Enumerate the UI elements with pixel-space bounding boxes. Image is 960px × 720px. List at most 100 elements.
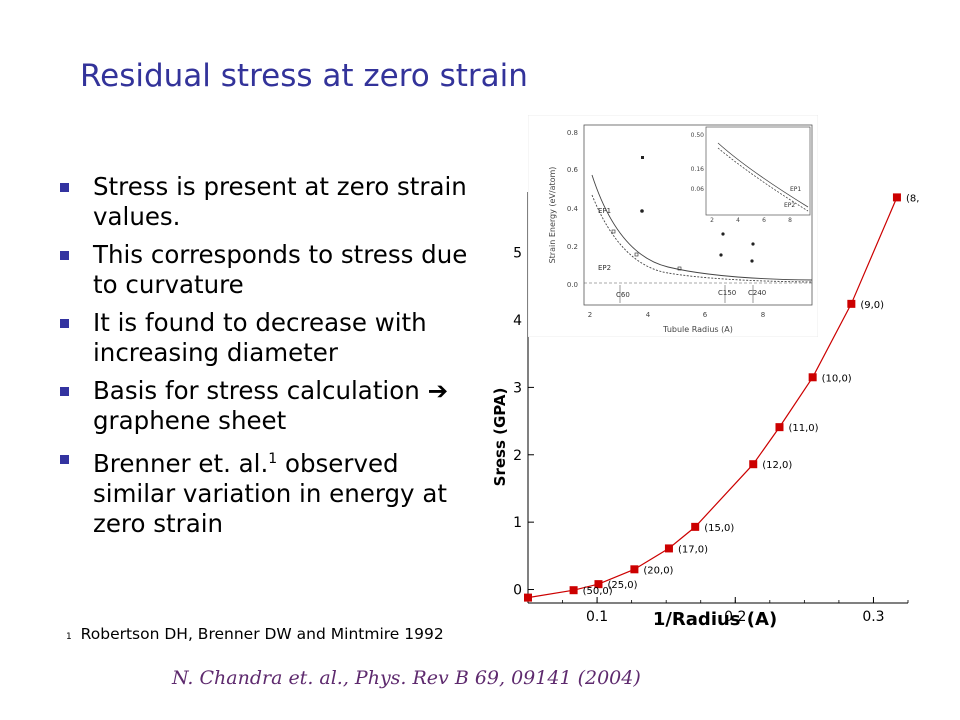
data-point [749, 460, 758, 469]
bullet-square-icon [60, 183, 69, 192]
bullet-square-icon [60, 319, 69, 328]
bullet-square-icon [60, 387, 69, 396]
inset-subplot-xtick: 8 [788, 217, 792, 224]
inset-ytick: 0.0 [567, 281, 578, 289]
inset-point [677, 266, 682, 271]
data-point [664, 544, 673, 553]
point-label: (11,0) [788, 423, 818, 434]
data-point [775, 423, 784, 432]
inset-point [721, 232, 725, 236]
inset-point [719, 253, 723, 257]
inset-xtick: 6 [703, 311, 708, 319]
inset-point [634, 252, 639, 257]
footnote: 1 Robertson DH, Brenner DW and Mintmire … [66, 625, 444, 643]
inset-xtick: 2 [588, 311, 592, 319]
inset-xticks: 2 4 6 8 [588, 311, 765, 319]
inset-ytick: 0.4 [567, 205, 579, 213]
point-label: (25,0) [607, 580, 637, 591]
inset-label-ep2: EP2 [598, 264, 611, 272]
bullet-item: This corresponds to stress due to curvat… [58, 240, 478, 300]
footnote-ref: 1 [268, 451, 278, 467]
inset-subplot-xtick: 4 [736, 217, 740, 224]
data-point [691, 522, 700, 531]
chirality-labels: (50,0)(25,0) (20,0) (17,0) (15,0) (12,0) (11,… [583, 193, 920, 597]
bullet-item: Stress is present at zero strain values. [58, 172, 478, 232]
footnote-text: Robertson DH, Brenner DW and Mintmire 19… [80, 625, 444, 643]
inset-point [640, 209, 644, 213]
inset-subplot-xtick: 6 [762, 217, 766, 224]
data-point [847, 299, 856, 308]
bullet-item: It is found to decrease with increasing … [58, 308, 478, 368]
stress-series-points [524, 193, 901, 602]
inset-yticks: 0.8 0.6 0.4 0.2 0.0 [567, 129, 579, 289]
stress-chart: 0 1 2 3 4 5 0.1 0.2 0.3 (50,0)(25,0) (20,0) (17,0)… [491, 192, 920, 630]
inset-ytick: 0.8 [567, 129, 578, 137]
bullet-text-after: observed similar variation in energy at … [93, 449, 447, 539]
data-point [892, 193, 901, 202]
y-tick-label: 1 [513, 515, 522, 531]
bullet-text: Stress is present at zero strain values. [93, 172, 467, 231]
bullet-text: It is found to decrease with increasing … [93, 308, 427, 367]
bullet-text: This corresponds to stress due to curvat… [93, 240, 468, 299]
inset-label-c240: C240 [748, 289, 766, 297]
point-label: (10,0) [822, 373, 852, 384]
chart-y-label: Sress (GPA) [491, 388, 509, 487]
inset-x-label: Tubule Radius (A) [662, 325, 733, 334]
data-point [524, 593, 532, 602]
inset-y-label: Strain Energy (eV/atom) [548, 167, 557, 264]
slide-title: Residual stress at zero strain [80, 58, 528, 94]
inset-label-c150: C150 [718, 289, 736, 297]
inset-xtick: 4 [646, 311, 651, 319]
inset-frame [583, 124, 813, 306]
bullet-square-icon [60, 251, 69, 260]
inset-subplot-yticks: 0.50 0.16 0.06 [691, 132, 705, 193]
inset-curve-ep1 [591, 174, 813, 281]
bullet-text: Brenner et. al. [93, 449, 269, 479]
chart-x-label: 1/Radius (A) [653, 609, 777, 630]
data-point [569, 586, 578, 595]
inset-subplot-ytick: 0.50 [691, 132, 705, 139]
inset-ytick: 0.2 [567, 243, 578, 251]
inset-points [611, 156, 755, 271]
inset-subplot-xtick: 2 [710, 217, 714, 224]
inset-label-c60: C60 [616, 291, 630, 299]
inset-subplot-xticks: 2 4 6 8 [710, 217, 792, 224]
point-label: (8,0) [906, 193, 920, 204]
inset-curve-ep2 [591, 194, 813, 283]
point-label: (12,0) [762, 460, 792, 471]
data-point [594, 580, 603, 589]
bullet-text: Basis for stress calculation [93, 376, 420, 405]
inset-subplot-curve-2 [717, 147, 809, 212]
x-tick-label: 0.2 [724, 609, 746, 625]
inset-label-ep1: EP1 [598, 207, 611, 215]
citation: N. Chandra et. al., Phys. Rev B 69, 0914… [172, 667, 641, 689]
inset-xtick: 8 [761, 311, 765, 319]
point-label: (9,0) [860, 300, 884, 311]
inset-subplot-label-ep2: EP2 [784, 202, 795, 209]
point-label: (50,0) [583, 586, 613, 597]
inset-point [611, 229, 616, 234]
x-tick-label: 0.3 [862, 609, 884, 625]
y-tick-label: 3 [513, 380, 522, 396]
inset-subplot-curve-1 [717, 142, 809, 208]
y-tick-label: 0 [513, 583, 522, 599]
data-point [630, 565, 639, 574]
inset-ytick: 0.6 [567, 166, 579, 174]
inset-point [641, 156, 644, 159]
footnote-number: 1 [66, 632, 72, 642]
inset-point [751, 242, 755, 246]
inset-point [750, 259, 754, 263]
point-label: (17,0) [678, 544, 708, 555]
inset-subplot-label-ep1: EP1 [790, 186, 801, 193]
bullet-list: Stress is present at zero strain values.… [58, 172, 478, 547]
inset-subplot-ytick: 0.16 [691, 166, 705, 173]
inset-subplot-ytick: 0.06 [691, 186, 705, 193]
bullet-text-after: graphene sheet [93, 406, 287, 435]
point-label: (20,0) [643, 565, 673, 576]
bullet-square-icon [60, 455, 69, 464]
arrow-icon: ➔ [427, 376, 449, 405]
point-label: (15,0) [704, 523, 734, 534]
x-tick-label: 0.1 [586, 609, 608, 625]
chart-ticks: 0 1 2 3 4 5 0.1 0.2 0.3 [513, 246, 909, 625]
strain-energy-inset: Strain Energy (eV/atom) Tubule Radius (A… [528, 115, 818, 337]
